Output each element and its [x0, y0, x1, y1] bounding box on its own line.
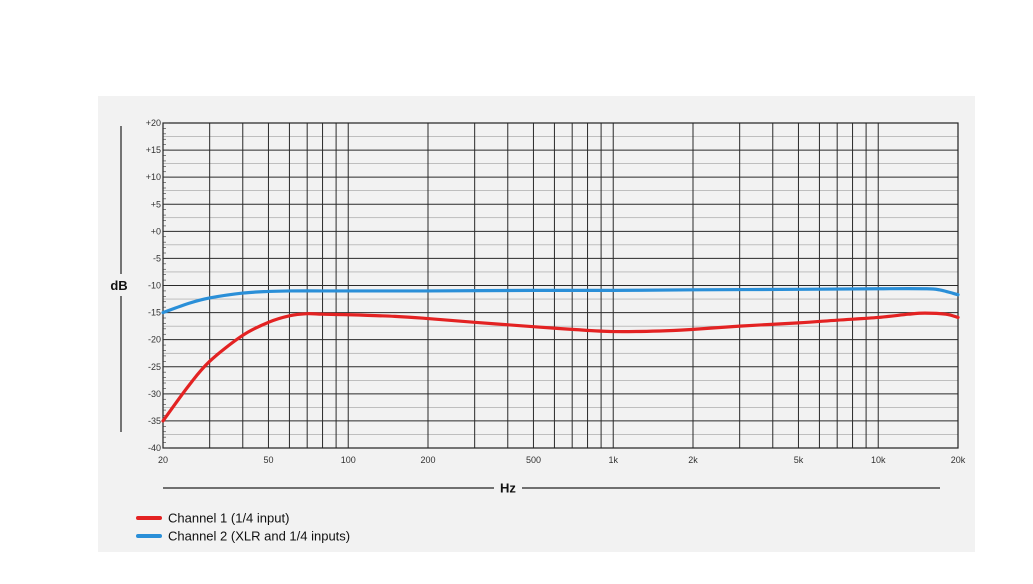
legend-label-channel-2: Channel 2 (XLR and 1/4 inputs)	[168, 529, 350, 544]
x-axis-title: Hz	[500, 481, 516, 496]
chart-panel: +20 +15 +10 +5 +0 -5 -10 -15 -20 -25 -30 -35 -40 20 5…	[98, 96, 975, 552]
y-tick-label: -40	[148, 443, 161, 453]
y-minor-ticks	[163, 122, 169, 449]
y-tick-label: -35	[148, 416, 161, 426]
x-tick-label: 50	[263, 455, 273, 465]
x-tick-label: 500	[526, 455, 541, 465]
y-tick-label: +20	[146, 118, 161, 128]
series-line-channel-1	[161, 311, 960, 423]
y-tick-label: -15	[148, 308, 161, 318]
y-tick-label: -25	[148, 362, 161, 372]
grid-minor	[163, 136, 958, 435]
x-tick-label: 1k	[608, 455, 618, 465]
x-tick-label: 20	[158, 455, 168, 465]
y-tick-label: -20	[148, 335, 161, 345]
grid-major	[162, 122, 959, 449]
series-layer	[161, 287, 960, 423]
y-tick-label: +15	[146, 145, 161, 155]
y-tick-label: -5	[153, 253, 161, 263]
x-tick-label: 10k	[871, 455, 886, 465]
x-tick-labels: 20 50 100 200 500 1k 2k 5k 10k 20k	[158, 455, 966, 465]
y-tick-label: -10	[148, 281, 161, 291]
y-tick-label: +0	[151, 226, 161, 236]
x-tick-label: 20k	[951, 455, 966, 465]
frequency-response-chart: +20 +15 +10 +5 +0 -5 -10 -15 -20 -25 -30 -35 -40 20 5…	[110, 118, 966, 544]
y-tick-labels: +20 +15 +10 +5 +0 -5 -10 -15 -20 -25 -30 -35 -40	[146, 118, 161, 453]
x-tick-label: 2k	[688, 455, 698, 465]
series-line-channel-2	[161, 287, 960, 315]
y-tick-label: +10	[146, 172, 161, 182]
legend: Channel 1 (1/4 input) Channel 2 (XLR and…	[136, 511, 350, 544]
y-tick-label: -30	[148, 389, 161, 399]
x-tick-label: 100	[341, 455, 356, 465]
legend-label-channel-1: Channel 1 (1/4 input)	[168, 511, 289, 526]
y-tick-label: +5	[151, 199, 161, 209]
y-axis-title: dB	[110, 278, 127, 293]
x-tick-label: 200	[420, 455, 435, 465]
x-tick-label: 5k	[794, 455, 804, 465]
